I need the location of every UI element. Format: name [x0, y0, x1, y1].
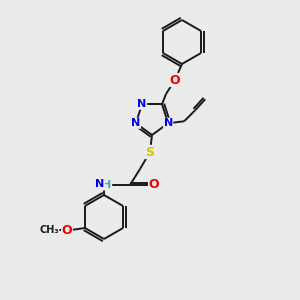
Text: S: S [146, 146, 154, 158]
Text: N: N [137, 99, 147, 109]
Text: N: N [131, 118, 140, 128]
Text: N: N [164, 118, 173, 128]
Text: O: O [149, 178, 159, 191]
Text: N: N [95, 179, 105, 189]
Text: O: O [61, 224, 72, 236]
Text: O: O [170, 74, 180, 86]
Text: CH₃: CH₃ [39, 225, 59, 235]
Text: H: H [102, 180, 112, 190]
